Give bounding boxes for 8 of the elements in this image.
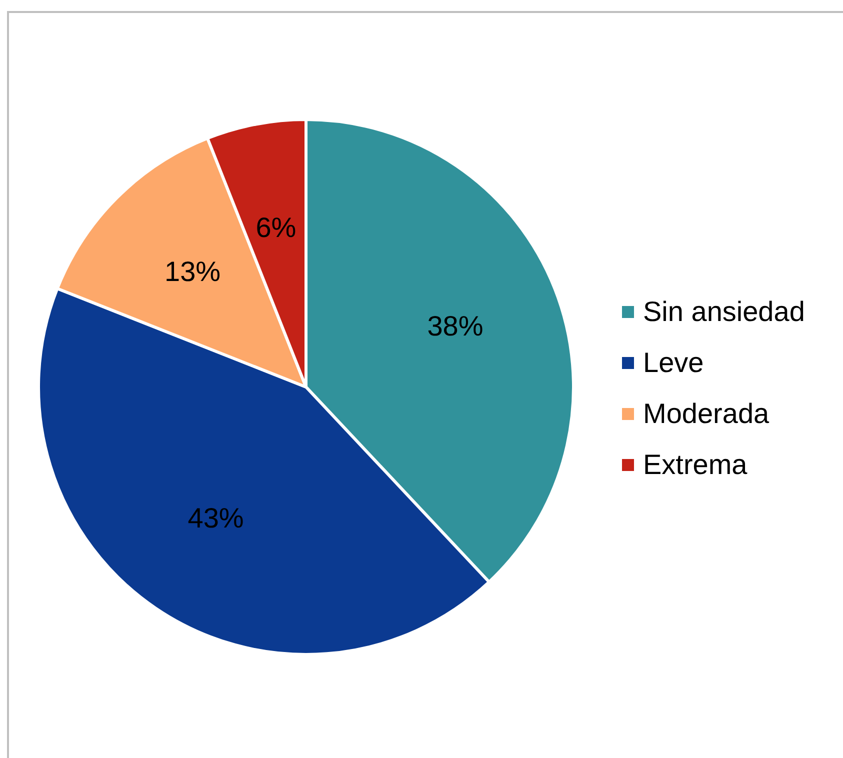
data-label: 43% — [188, 502, 244, 534]
legend-label: Sin ansiedad — [643, 295, 805, 329]
legend-label: Leve — [643, 346, 704, 380]
legend-label: Moderada — [643, 397, 770, 431]
legend-label: Extrema — [643, 448, 748, 482]
data-label: 13% — [164, 256, 221, 288]
data-label: 38% — [427, 310, 484, 342]
data-label: 6% — [256, 212, 296, 244]
